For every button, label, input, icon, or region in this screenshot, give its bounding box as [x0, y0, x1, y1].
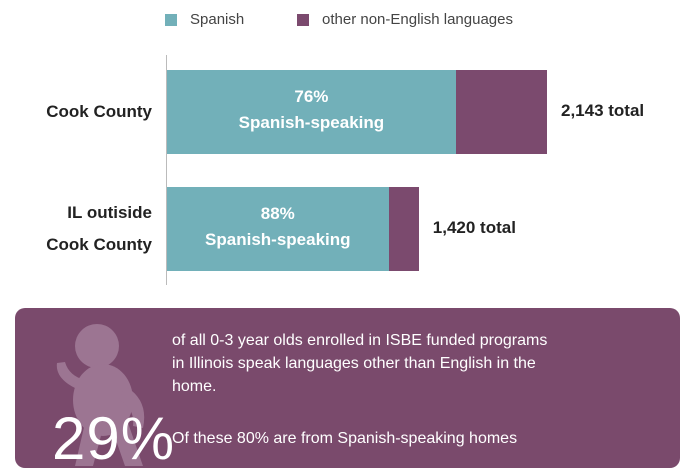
- value-label: 76%: [294, 87, 329, 106]
- callout-panel: 29% of all 0-3 year olds enrolled in ISB…: [15, 308, 680, 468]
- axis-line: [166, 55, 167, 285]
- baby-icon: [56, 324, 145, 466]
- callout-text: of all 0-3 year olds enrolled in ISBE fu…: [172, 332, 548, 395]
- total-label: 2,143 total: [561, 101, 645, 120]
- value-label: 88%: [260, 204, 295, 223]
- segment-labels: 88% Spanish-speaking: [167, 201, 389, 253]
- bar-segment: [455, 70, 547, 154]
- legend-label: other non-English languages: [322, 11, 513, 28]
- bar-segment: 76% Spanish-speaking: [167, 70, 456, 154]
- bar-segment: [388, 187, 419, 271]
- callout-note: Of these 80% are from Spanish-speaking h…: [172, 430, 518, 447]
- segment-label: Spanish-speaking: [238, 113, 385, 132]
- bar-segment: 88% Spanish-speaking: [167, 187, 389, 271]
- legend-label: Spanish: [190, 11, 245, 28]
- legend-swatch: [165, 14, 177, 26]
- category-label: Cook County: [46, 102, 152, 121]
- segment-label: Spanish-speaking: [205, 230, 351, 249]
- callout-big: 29%: [52, 405, 176, 468]
- total-label: 1,420 total: [432, 218, 516, 237]
- legend-swatch: [297, 14, 309, 26]
- segment-labels: 76% Spanish-speaking: [167, 84, 456, 136]
- category-label: IL outiside Cook County: [46, 203, 152, 254]
